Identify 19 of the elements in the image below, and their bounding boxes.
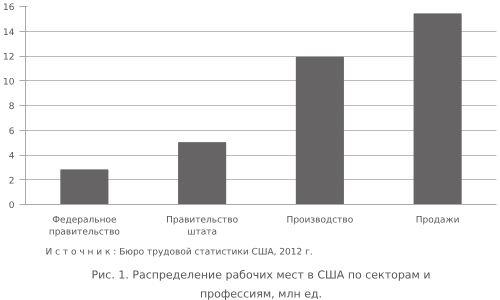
- y-tick-label: 8: [8, 102, 15, 112]
- x-tick-label: Федеральное правительство: [48, 216, 120, 238]
- y-tick-label: 2: [8, 176, 15, 186]
- y-tick-label: 0: [8, 201, 15, 211]
- y-tick-label: 10: [3, 77, 15, 88]
- y-tick-label: 12: [3, 52, 14, 62]
- y-tick-label: 16: [3, 3, 15, 13]
- x-tick-label: Правительство штата: [166, 216, 239, 238]
- y-tick-label: 6: [8, 126, 15, 137]
- bar: [178, 142, 226, 204]
- bar: [296, 56, 344, 204]
- bar: [60, 169, 108, 204]
- text: Рис. 1. Распределение рабочих мест в США по секторам и профессиям, млн ед.: [92, 268, 431, 300]
- x-tick-label: Продажи: [416, 216, 460, 226]
- y-tick-label: 4: [8, 152, 15, 162]
- text: И с т о ч н и к : Бюро трудовой статистики США, 2012 г.: [46, 248, 313, 258]
- x-tick-label: Производство: [286, 216, 354, 226]
- bar: [414, 13, 462, 204]
- y-tick-label: 14: [3, 28, 15, 38]
